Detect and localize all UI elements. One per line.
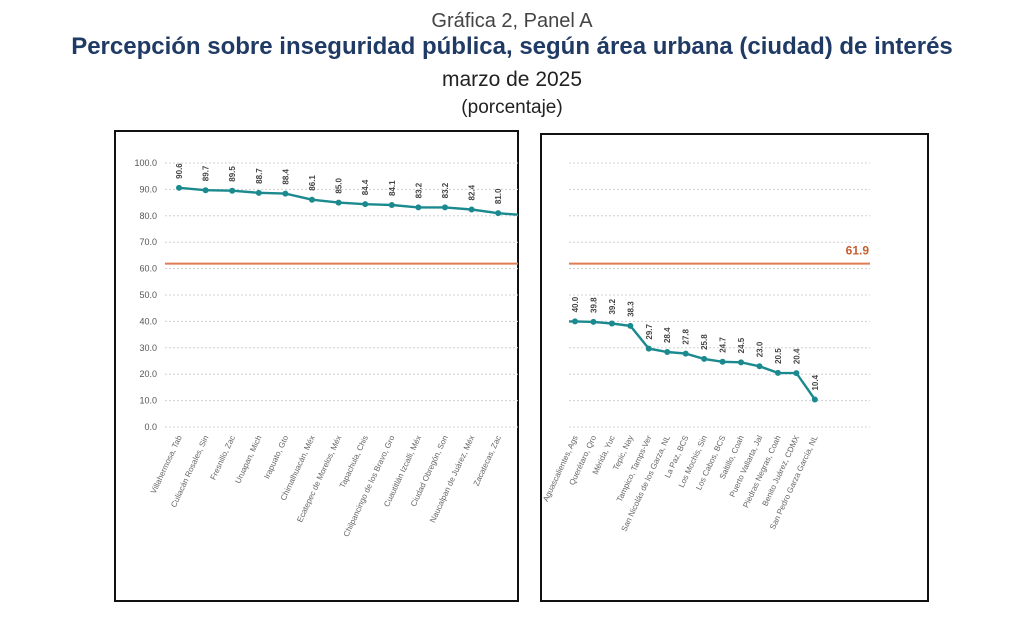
data-point bbox=[645, 345, 652, 352]
x-tick-label: Fresnillo, Zac bbox=[209, 434, 237, 481]
y-tick-label: 0.0 bbox=[144, 422, 157, 432]
data-label: 88.7 bbox=[255, 168, 264, 184]
data-point bbox=[701, 355, 708, 362]
data-label: 29.7 bbox=[645, 323, 654, 339]
y-tick-label: 30.0 bbox=[139, 343, 157, 353]
x-tick-label: Zacatecas, Zac bbox=[472, 434, 503, 487]
y-tick-label: 40.0 bbox=[139, 316, 157, 326]
data-point bbox=[793, 370, 800, 377]
data-point bbox=[362, 201, 369, 208]
data-label: 38.3 bbox=[626, 301, 635, 317]
data-point bbox=[590, 318, 597, 325]
y-tick-label: 20.0 bbox=[139, 369, 157, 379]
data-point bbox=[335, 199, 342, 206]
x-tick-label: Uruapan, Mich bbox=[233, 434, 263, 485]
data-label: 82.4 bbox=[468, 184, 477, 200]
data-point bbox=[255, 189, 262, 196]
data-labels: 90.6 89.7 89.5 88.7 88.4 86.1 85.0 84.4 84.1 83.2… bbox=[175, 163, 820, 391]
data-point bbox=[682, 350, 689, 357]
data-label: 28.4 bbox=[663, 327, 672, 343]
data-label: 23.0 bbox=[756, 341, 765, 357]
x-tick-label: Chilpancingo de los Bravo, Gro bbox=[342, 434, 397, 539]
chart-title: Percepción sobre inseguridad pública, se… bbox=[71, 33, 953, 60]
data-point bbox=[627, 322, 634, 329]
data-point bbox=[774, 369, 781, 376]
data-label: 85.0 bbox=[335, 177, 344, 193]
series-line bbox=[178, 186, 519, 216]
y-tick-label: 90.0 bbox=[139, 184, 157, 194]
data-point bbox=[309, 196, 315, 203]
y-tick-label: 100.0 bbox=[134, 158, 157, 168]
reference-line-label: 61.9 bbox=[846, 244, 870, 258]
data-label: 24.5 bbox=[737, 337, 746, 353]
data-point bbox=[756, 363, 763, 370]
chart-kicker: Gráfica 2, Panel A bbox=[431, 10, 593, 32]
data-label: 20.4 bbox=[792, 348, 801, 364]
y-tick-label: 80.0 bbox=[139, 211, 157, 221]
data-label: 10.4 bbox=[811, 374, 820, 390]
data-point bbox=[202, 187, 209, 194]
chart-frame-right bbox=[540, 133, 929, 602]
data-point bbox=[442, 204, 448, 211]
data-label: 89.7 bbox=[202, 165, 211, 181]
data-point bbox=[229, 187, 236, 194]
data-label: 20.5 bbox=[774, 348, 783, 364]
data-label: 86.1 bbox=[308, 175, 317, 191]
x-tick-label: Irapuato, Gto bbox=[262, 434, 290, 481]
data-label: 84.4 bbox=[361, 179, 370, 195]
y-tick-label: 70.0 bbox=[139, 237, 157, 247]
y-tick-label: 60.0 bbox=[139, 264, 157, 274]
chart-unit: (porcentaje) bbox=[461, 97, 563, 118]
data-label: 39.2 bbox=[608, 298, 617, 314]
data-label: 89.5 bbox=[228, 166, 237, 182]
chart-subtitle: marzo de 2025 bbox=[441, 68, 583, 91]
data-label: 90.6 bbox=[175, 163, 184, 179]
gridlines bbox=[165, 162, 870, 428]
y-tick-label: 10.0 bbox=[139, 396, 157, 406]
data-label: 83.2 bbox=[414, 182, 423, 198]
data-label: 27.8 bbox=[682, 328, 691, 344]
data-point bbox=[572, 318, 578, 325]
chart-frame-left bbox=[114, 130, 519, 602]
data-point bbox=[176, 184, 182, 191]
data-point bbox=[811, 396, 818, 403]
data-point bbox=[738, 359, 745, 366]
data-label: 88.4 bbox=[281, 169, 290, 185]
reference-line: 61.9 bbox=[165, 244, 870, 265]
data-label: 24.7 bbox=[719, 337, 728, 353]
data-label: 84.1 bbox=[388, 180, 397, 196]
x-tick-label: Tapachula, Chis bbox=[338, 434, 370, 489]
data-point bbox=[608, 320, 615, 327]
y-tick-label: 50.0 bbox=[139, 290, 157, 300]
data-label: 83.2 bbox=[441, 182, 450, 198]
data-point bbox=[495, 210, 502, 217]
data-label: 25.8 bbox=[700, 334, 709, 350]
data-point bbox=[468, 206, 475, 213]
data-series bbox=[176, 184, 818, 403]
data-point bbox=[282, 190, 289, 197]
data-point bbox=[388, 201, 395, 208]
data-point bbox=[415, 204, 422, 211]
data-point bbox=[664, 349, 671, 356]
data-label: 81.0 bbox=[494, 188, 503, 204]
data-label: 40.0 bbox=[571, 296, 580, 312]
data-label: 39.8 bbox=[589, 297, 598, 313]
y-axis: 0.0 10.0 20.0 30.0 40.0 50.0 60.0 70.0 80.0 90.0 1… bbox=[134, 158, 157, 432]
data-point bbox=[719, 358, 726, 365]
